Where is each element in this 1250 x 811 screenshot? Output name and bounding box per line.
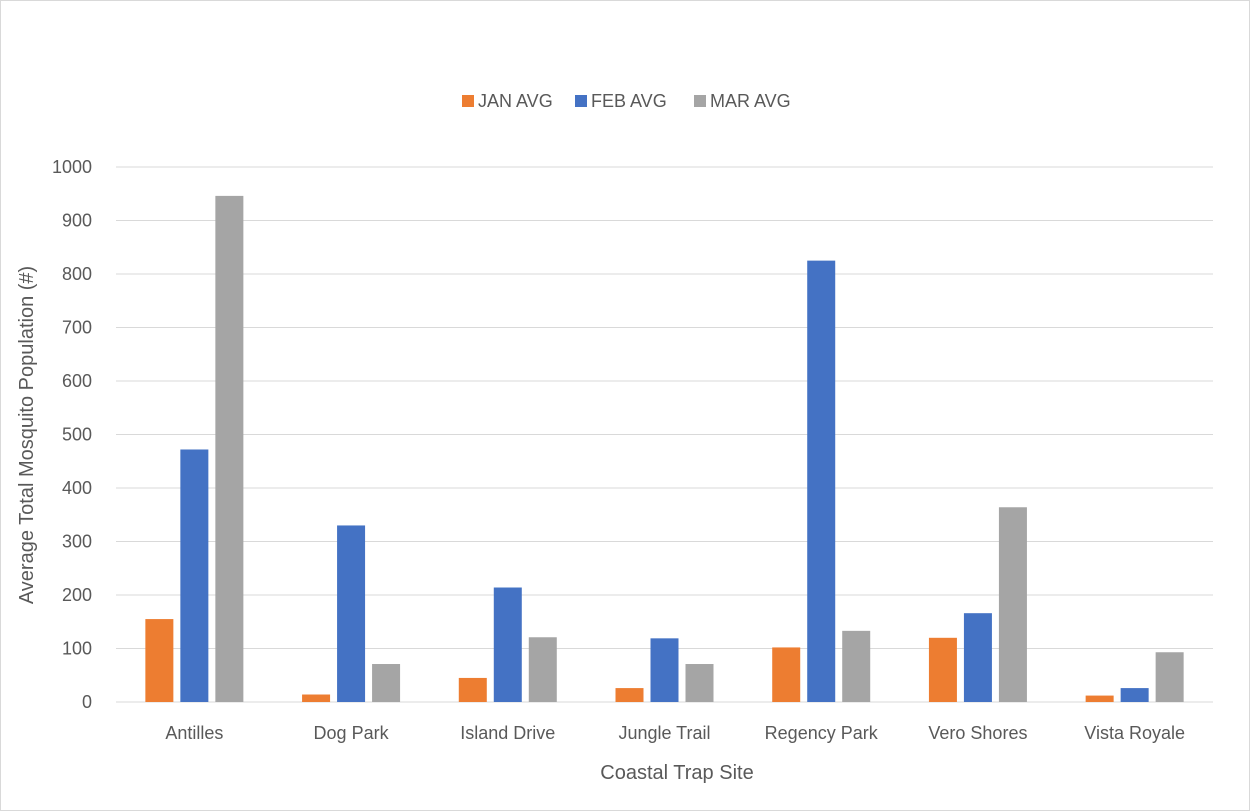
bar-mar-avg-regency-park	[842, 630, 871, 702]
bar-mar-avg-vero-shores	[998, 507, 1027, 702]
bar-jan-avg-antilles	[145, 619, 174, 702]
bar-feb-avg-regency-park	[807, 260, 836, 702]
bar-mar-avg-vista-royale	[1155, 652, 1184, 702]
bar-jan-avg-regency-park	[772, 647, 801, 702]
y-tick-label: 300	[62, 532, 92, 552]
bar-feb-avg-vero-shores	[963, 613, 992, 702]
bar-jan-avg-island-drive	[458, 677, 487, 702]
x-tick-label: Island Drive	[460, 723, 555, 743]
x-tick-label: Vero Shores	[928, 723, 1027, 743]
legend-label: MAR AVG	[710, 91, 791, 111]
legend-label: FEB AVG	[591, 91, 667, 111]
bar-jan-avg-vero-shores	[928, 637, 957, 702]
y-tick-label: 200	[62, 585, 92, 605]
bar-jan-avg-vista-royale	[1085, 695, 1114, 702]
y-axis-title: Average Total Mosquito Population (#)	[16, 266, 38, 604]
bar-mar-avg-island-drive	[528, 637, 557, 702]
bar-jan-avg-dog-park	[302, 694, 331, 702]
x-tick-label: Dog Park	[314, 723, 390, 743]
y-tick-label: 500	[62, 425, 92, 445]
bar-feb-avg-jungle-trail	[650, 638, 679, 702]
bar-feb-avg-dog-park	[337, 525, 366, 702]
x-axis-title: Coastal Trap Site	[600, 762, 753, 784]
y-tick-label: 800	[62, 264, 92, 284]
bar-mar-avg-jungle-trail	[685, 664, 714, 702]
bar-jan-avg-jungle-trail	[615, 688, 644, 702]
y-tick-label: 1000	[52, 157, 92, 177]
y-tick-label: 100	[62, 639, 92, 659]
legend: JAN AVG FEB AVG MAR AVG	[462, 91, 791, 111]
y-axis-ticks: 0 100 200 300 400 500 600 700 800 900 1000	[52, 157, 92, 712]
x-tick-label: Vista Royale	[1084, 723, 1185, 743]
x-tick-label: Jungle Trail	[618, 723, 710, 743]
y-tick-label: 700	[62, 318, 92, 338]
bar-mar-avg-dog-park	[372, 664, 401, 702]
bars	[145, 195, 1184, 702]
bar-feb-avg-antilles	[180, 449, 209, 702]
legend-swatch	[575, 95, 587, 107]
x-tick-label: Antilles	[165, 723, 223, 743]
bar-mar-avg-antilles	[215, 195, 244, 702]
bar-feb-avg-island-drive	[493, 587, 522, 702]
x-tick-label: Regency Park	[765, 723, 879, 743]
legend-label: JAN AVG	[478, 91, 553, 111]
y-tick-label: 900	[62, 211, 92, 231]
y-tick-label: 0	[82, 692, 92, 712]
x-axis-ticks: Antilles Dog Park Island Drive Jungle Trail…	[165, 723, 1185, 743]
legend-swatch	[694, 95, 706, 107]
legend-swatch	[462, 95, 474, 107]
gridlines	[116, 166, 1213, 703]
y-tick-label: 600	[62, 371, 92, 391]
y-tick-label: 400	[62, 478, 92, 498]
bar-feb-avg-vista-royale	[1120, 688, 1149, 702]
